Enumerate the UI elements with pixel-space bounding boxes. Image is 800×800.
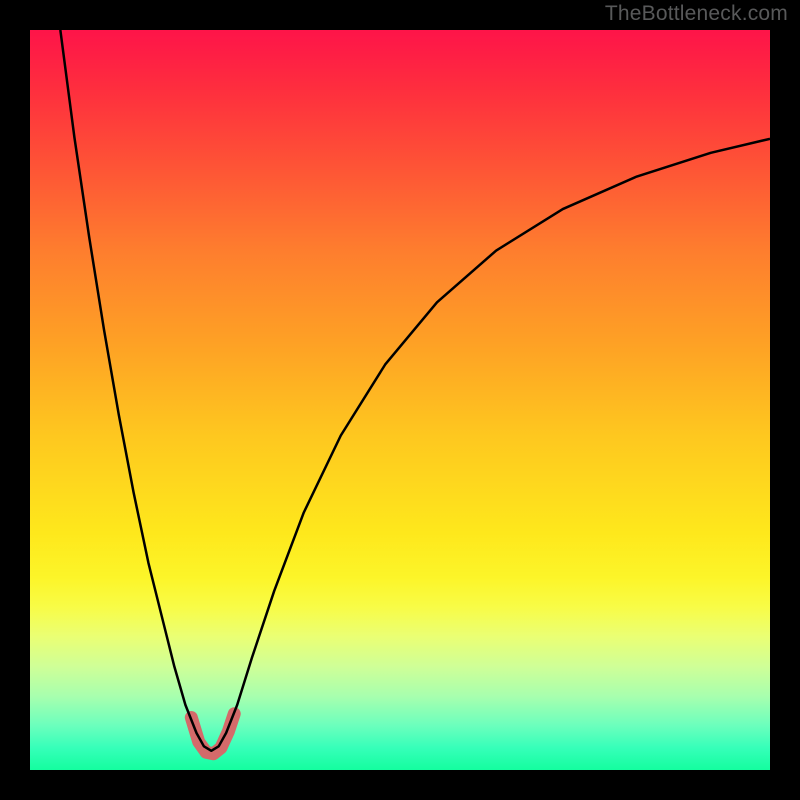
plot-area	[30, 30, 770, 770]
chart-container: { "watermark": { "text": "TheBottleneck.…	[0, 0, 800, 800]
watermark-text: TheBottleneck.com	[605, 2, 788, 26]
bottleneck-curve	[60, 30, 770, 751]
curve-layer	[30, 30, 770, 770]
